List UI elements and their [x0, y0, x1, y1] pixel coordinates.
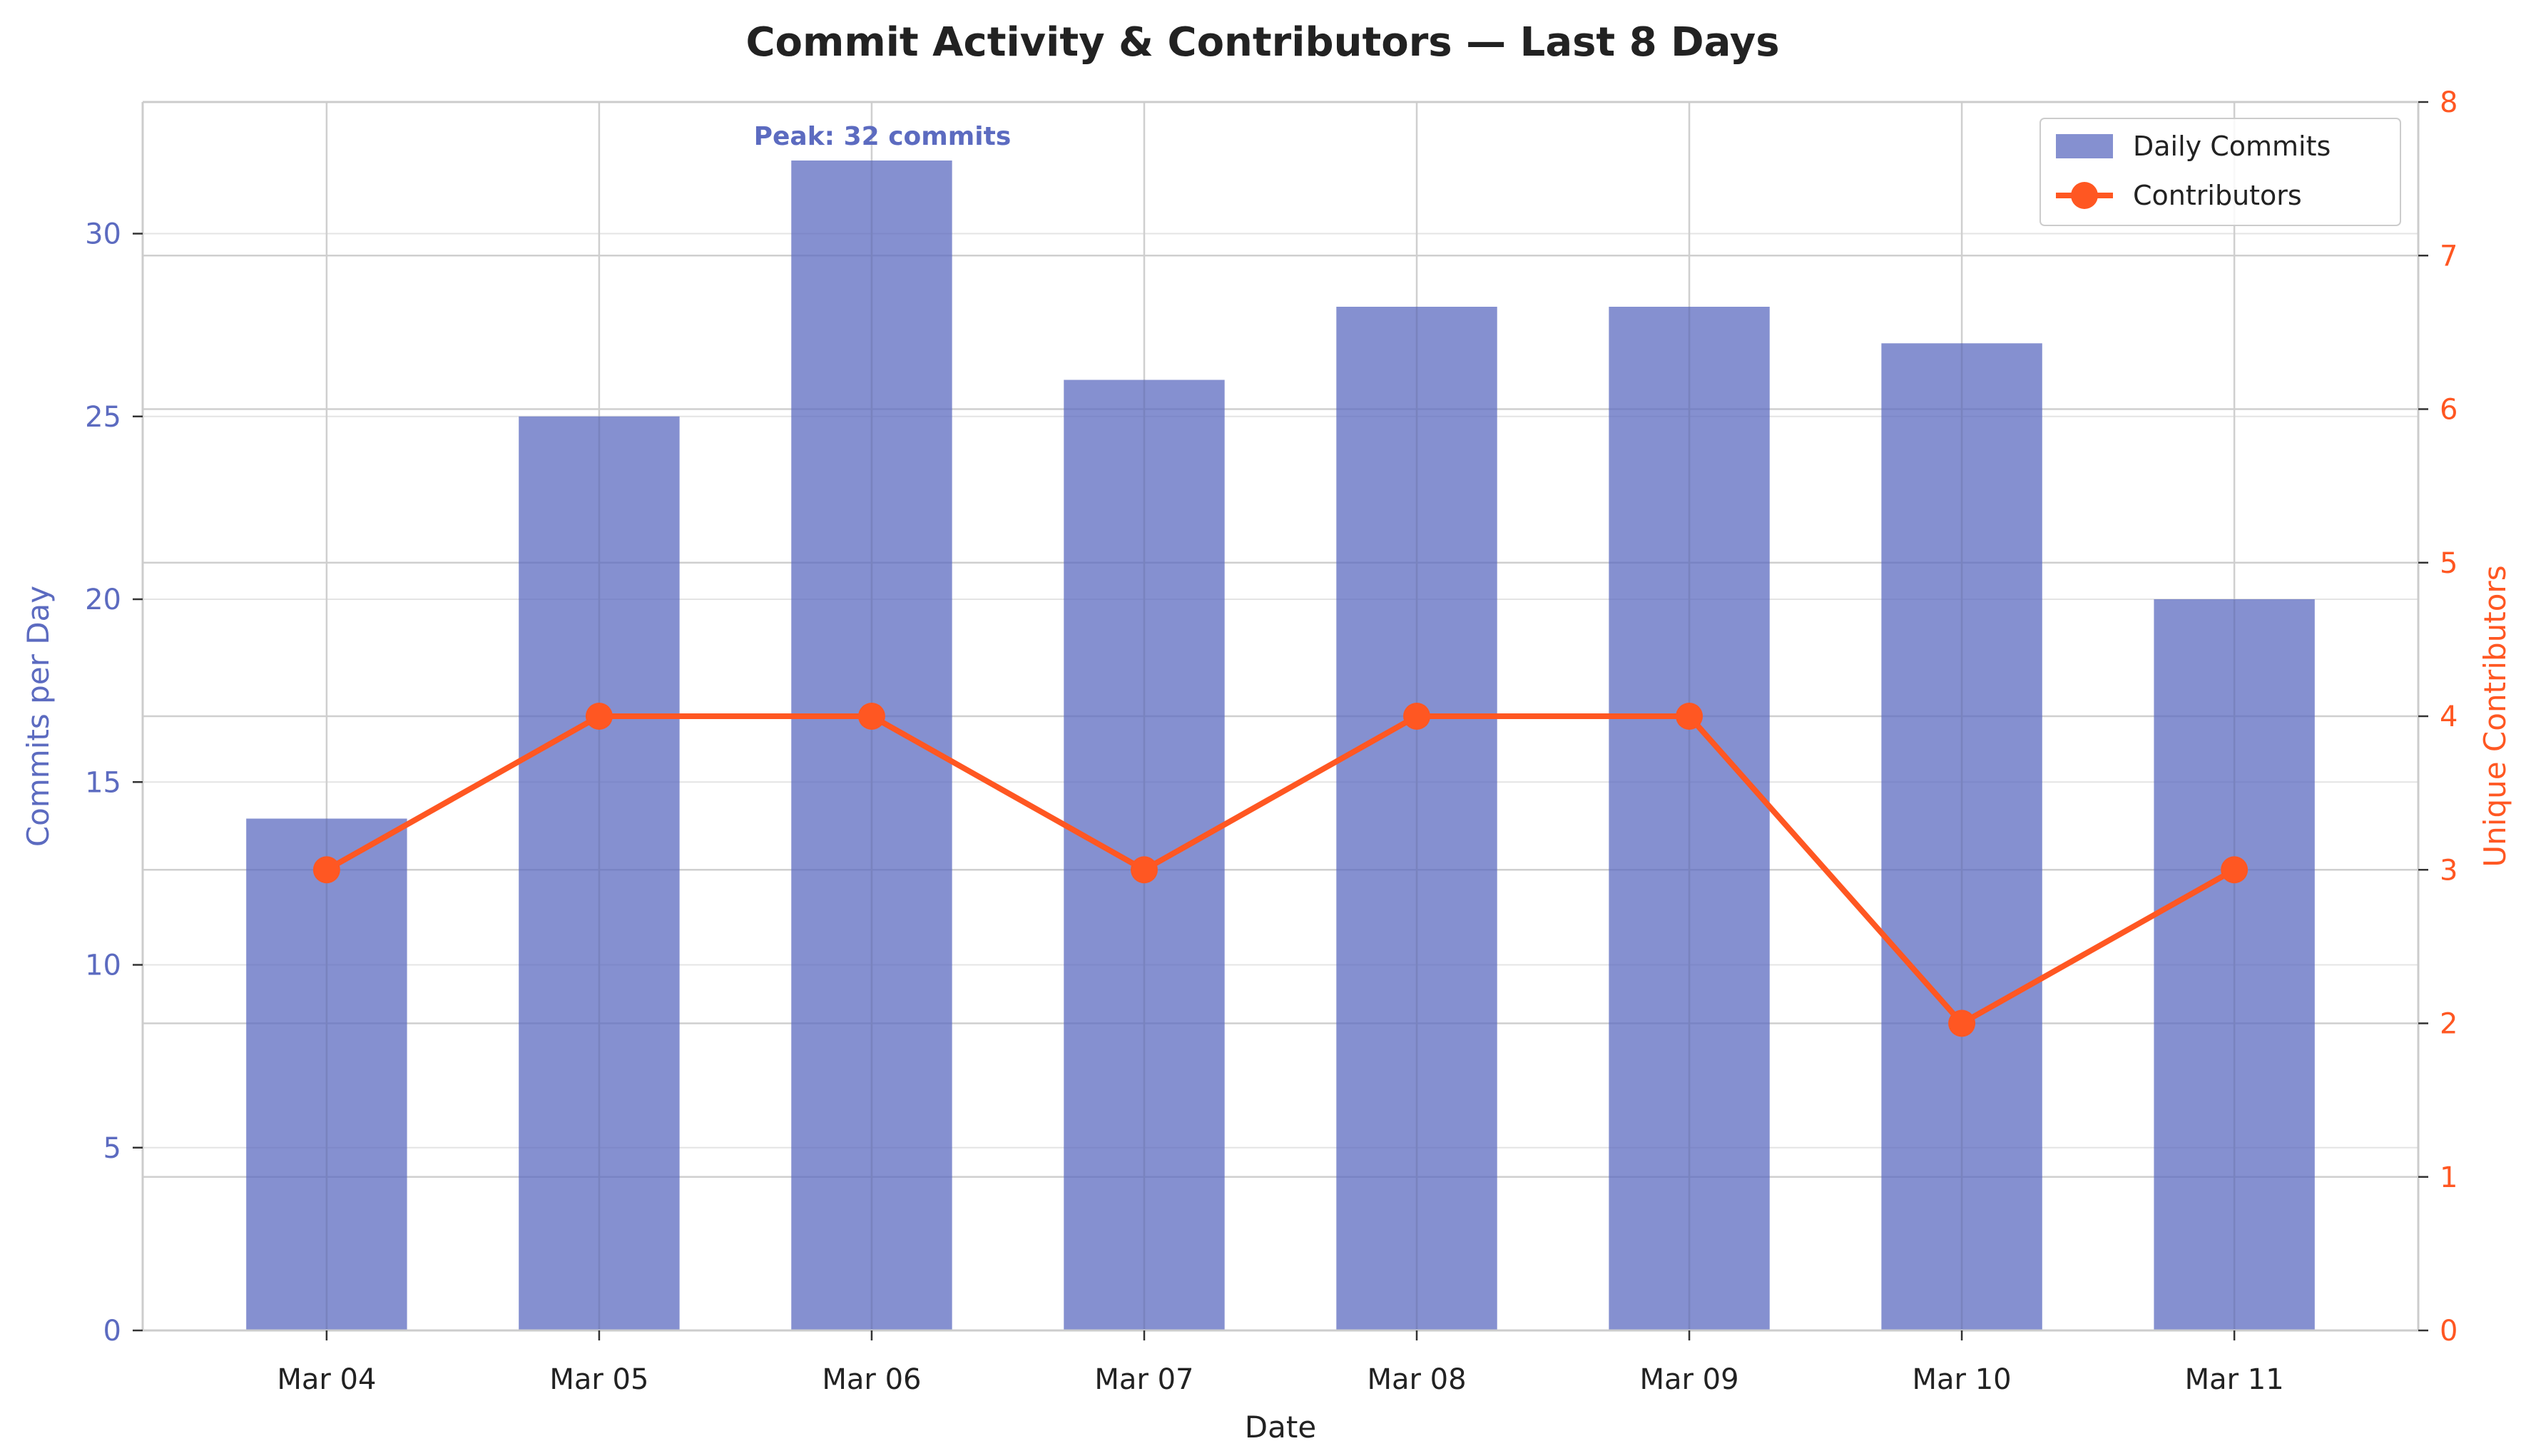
- contributors-point-mar-06: [857, 703, 885, 730]
- legend-label-contributors: Contributors: [2133, 180, 2302, 211]
- tick-label-x: Mar 08: [1367, 1363, 1466, 1396]
- tick-label-right: 8: [2440, 86, 2458, 119]
- line-layer: [312, 703, 2249, 1037]
- tick-label-left: 5: [103, 1132, 121, 1165]
- bars-layer: [246, 161, 2315, 1330]
- contributors-point-mar-08: [1403, 703, 1431, 730]
- tick-label-x: Mar 07: [1094, 1363, 1193, 1396]
- bar-mar-07: [1064, 380, 1225, 1330]
- tick-label-x: Mar 05: [549, 1363, 648, 1396]
- contributors-point-mar-10: [1948, 1009, 1976, 1037]
- tick-label-left: 20: [85, 584, 121, 616]
- bar-mar-10: [1881, 343, 2042, 1330]
- legend: Daily Commits Contributors: [2039, 118, 2401, 226]
- tick-label-x: Mar 10: [1913, 1363, 2012, 1396]
- y-axis-left-label: Commits per Day: [21, 586, 56, 847]
- tick-label-x: Mar 09: [1640, 1363, 1739, 1396]
- tick-label-right: 4: [2440, 701, 2458, 733]
- legend-label-daily-commits: Daily Commits: [2133, 131, 2331, 162]
- legend-box: [2039, 118, 2401, 226]
- tick-label-right: 5: [2440, 547, 2458, 580]
- tick-label-x: Mar 06: [822, 1363, 921, 1396]
- bar-mar-04: [246, 818, 407, 1330]
- tick-label-left: 10: [85, 950, 121, 982]
- chart-title: Commit Activity & Contributors — Last 8 …: [745, 19, 1779, 66]
- legend-swatch-daily-commits: [2056, 134, 2113, 158]
- bar-mar-11: [2154, 599, 2315, 1330]
- tick-label-right: 0: [2440, 1315, 2458, 1348]
- tick-label-right: 2: [2440, 1008, 2458, 1041]
- bar-mar-05: [519, 416, 680, 1330]
- tick-label-x: Mar 11: [2185, 1363, 2284, 1396]
- x-axis-label: Date: [1245, 1410, 1316, 1445]
- tick-label-left: 15: [85, 766, 121, 799]
- contributors-line: [325, 713, 2236, 1027]
- tick-label-right: 6: [2440, 394, 2458, 427]
- legend-swatch-contributors-marker: [2071, 182, 2098, 209]
- y-axis-right-label: Unique Contributors: [2477, 565, 2512, 867]
- bar-mar-08: [1336, 307, 1497, 1330]
- tick-label-x: Mar 04: [277, 1363, 376, 1396]
- contributors-point-mar-11: [2221, 856, 2249, 884]
- contributors-point-mar-09: [1676, 703, 1703, 730]
- contributors-point-mar-07: [1130, 856, 1158, 884]
- ticks-layer: 0 5 10 15 20 25 30 0 1 2 3 4 5 6 7 8 Mar 04 Mar 05 Mar 06 M…: [85, 86, 2458, 1396]
- tick-label-left: 25: [85, 401, 121, 434]
- tick-label-right: 7: [2440, 240, 2458, 273]
- contributors-point-mar-04: [312, 856, 340, 884]
- tick-label-left: 0: [103, 1315, 121, 1348]
- tick-label-right: 3: [2440, 854, 2458, 887]
- tick-label-right: 1: [2440, 1161, 2458, 1194]
- grid-layer: [143, 101, 2418, 1332]
- bar-mar-09: [1609, 307, 1770, 1330]
- tick-label-left: 30: [85, 218, 121, 251]
- peak-annotation: Peak: 32 commits: [754, 122, 1012, 151]
- contributors-point-mar-05: [585, 703, 613, 730]
